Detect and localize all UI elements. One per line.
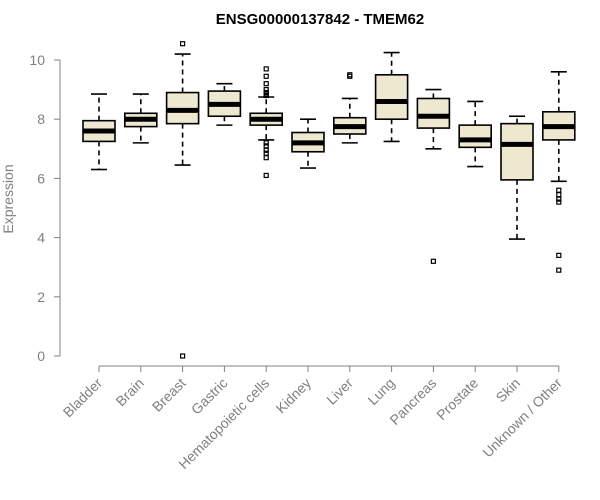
x-tick-label: Prostate [433, 375, 481, 423]
boxes [82, 41, 576, 359]
outlier-point [263, 66, 269, 72]
outlier-point [263, 81, 269, 87]
x-tick-label: Breast [149, 375, 189, 415]
outlier-point [556, 192, 562, 198]
x-tick-label: Kidney [273, 375, 315, 417]
x-tick-label: Brain [112, 375, 146, 409]
iqr-box [458, 124, 493, 149]
box-group [207, 82, 242, 126]
iqr-box [500, 122, 534, 181]
outlier-point [556, 187, 562, 193]
y-tick-label: 0 [37, 348, 45, 364]
x-tick-label: Unknown / Other [479, 375, 565, 461]
outlier-point [263, 172, 269, 179]
y-axis-title: Expression [0, 164, 16, 233]
outlier-point [180, 41, 186, 47]
outlier-point [556, 199, 562, 205]
outlier-point [263, 73, 269, 79]
box-group [165, 41, 200, 359]
box-group [500, 115, 534, 240]
outlier-point [430, 258, 436, 264]
x-tick-label: Lung [364, 375, 397, 408]
y-tick-label: 8 [37, 111, 45, 127]
outlier-point [556, 196, 562, 202]
box-group [332, 72, 367, 144]
outlier-point [347, 73, 353, 79]
outlier-point [556, 267, 562, 273]
outlier-point [556, 252, 562, 258]
box-group [291, 118, 325, 169]
box-group [124, 93, 158, 144]
y-axis: 0 2 4 6 8 10 [29, 52, 61, 364]
outlier-point [263, 147, 269, 153]
box-group [458, 100, 493, 168]
box-group [249, 66, 283, 179]
box-group [82, 93, 116, 171]
outlier-point [263, 155, 269, 161]
iqr-box [374, 74, 409, 121]
x-tick-label: Liver [323, 375, 356, 408]
y-tick-label: 6 [37, 170, 45, 186]
outlier-point [180, 353, 186, 359]
x-tick-label: Bladder [60, 375, 106, 421]
box-group [416, 88, 451, 264]
y-tick-label: 2 [37, 289, 45, 305]
outlier-point [263, 92, 269, 99]
chart-title: ENSG00000137842 - TMEM62 [216, 11, 424, 28]
x-tick-label: Skin [493, 375, 524, 406]
y-tick-label: 4 [37, 230, 45, 246]
box-group [374, 51, 409, 143]
outlier-point [263, 140, 269, 146]
iqr-box [416, 97, 451, 129]
box-group [541, 71, 576, 273]
y-tick-label: 10 [29, 52, 45, 68]
